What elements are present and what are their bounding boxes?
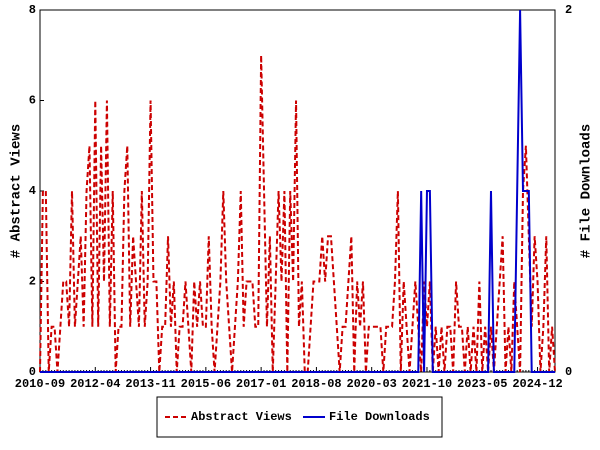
- series-line: [39, 55, 556, 373]
- y2-axis-title: # File Downloads: [579, 124, 595, 258]
- y2-tick-label: 0: [565, 365, 572, 379]
- x-tick-label: 2013-11: [125, 377, 175, 391]
- x-tick-label: 2010-09: [15, 377, 65, 391]
- y-tick-label: 6: [29, 94, 36, 108]
- x-tick-label: 2017-01: [236, 377, 286, 391]
- y-tick-label: 0: [29, 365, 36, 379]
- x-tick-label: 2018-08: [291, 377, 341, 391]
- x-tick-label: 2012-04: [70, 377, 120, 391]
- y-axis-title: # Abstract Views: [9, 124, 25, 258]
- y-tick-label: 2: [29, 275, 36, 289]
- legend-label: Abstract Views: [191, 410, 292, 424]
- x-tick-label: 2023-05: [457, 377, 507, 391]
- x-tick-label: 2021-10: [402, 377, 452, 391]
- x-tick-label: 2024-12: [512, 377, 562, 391]
- legend-label: File Downloads: [329, 410, 430, 424]
- y-tick-label: 8: [29, 3, 36, 17]
- legend-box: [156, 396, 443, 438]
- x-tick-label: 2015-06: [181, 377, 231, 391]
- plot-frame: [39, 9, 556, 373]
- x-tick-label: 2020-03: [346, 377, 396, 391]
- y2-tick-label: 2: [565, 3, 572, 17]
- series-line: [40, 9, 555, 373]
- y-tick-label: 4: [29, 184, 36, 198]
